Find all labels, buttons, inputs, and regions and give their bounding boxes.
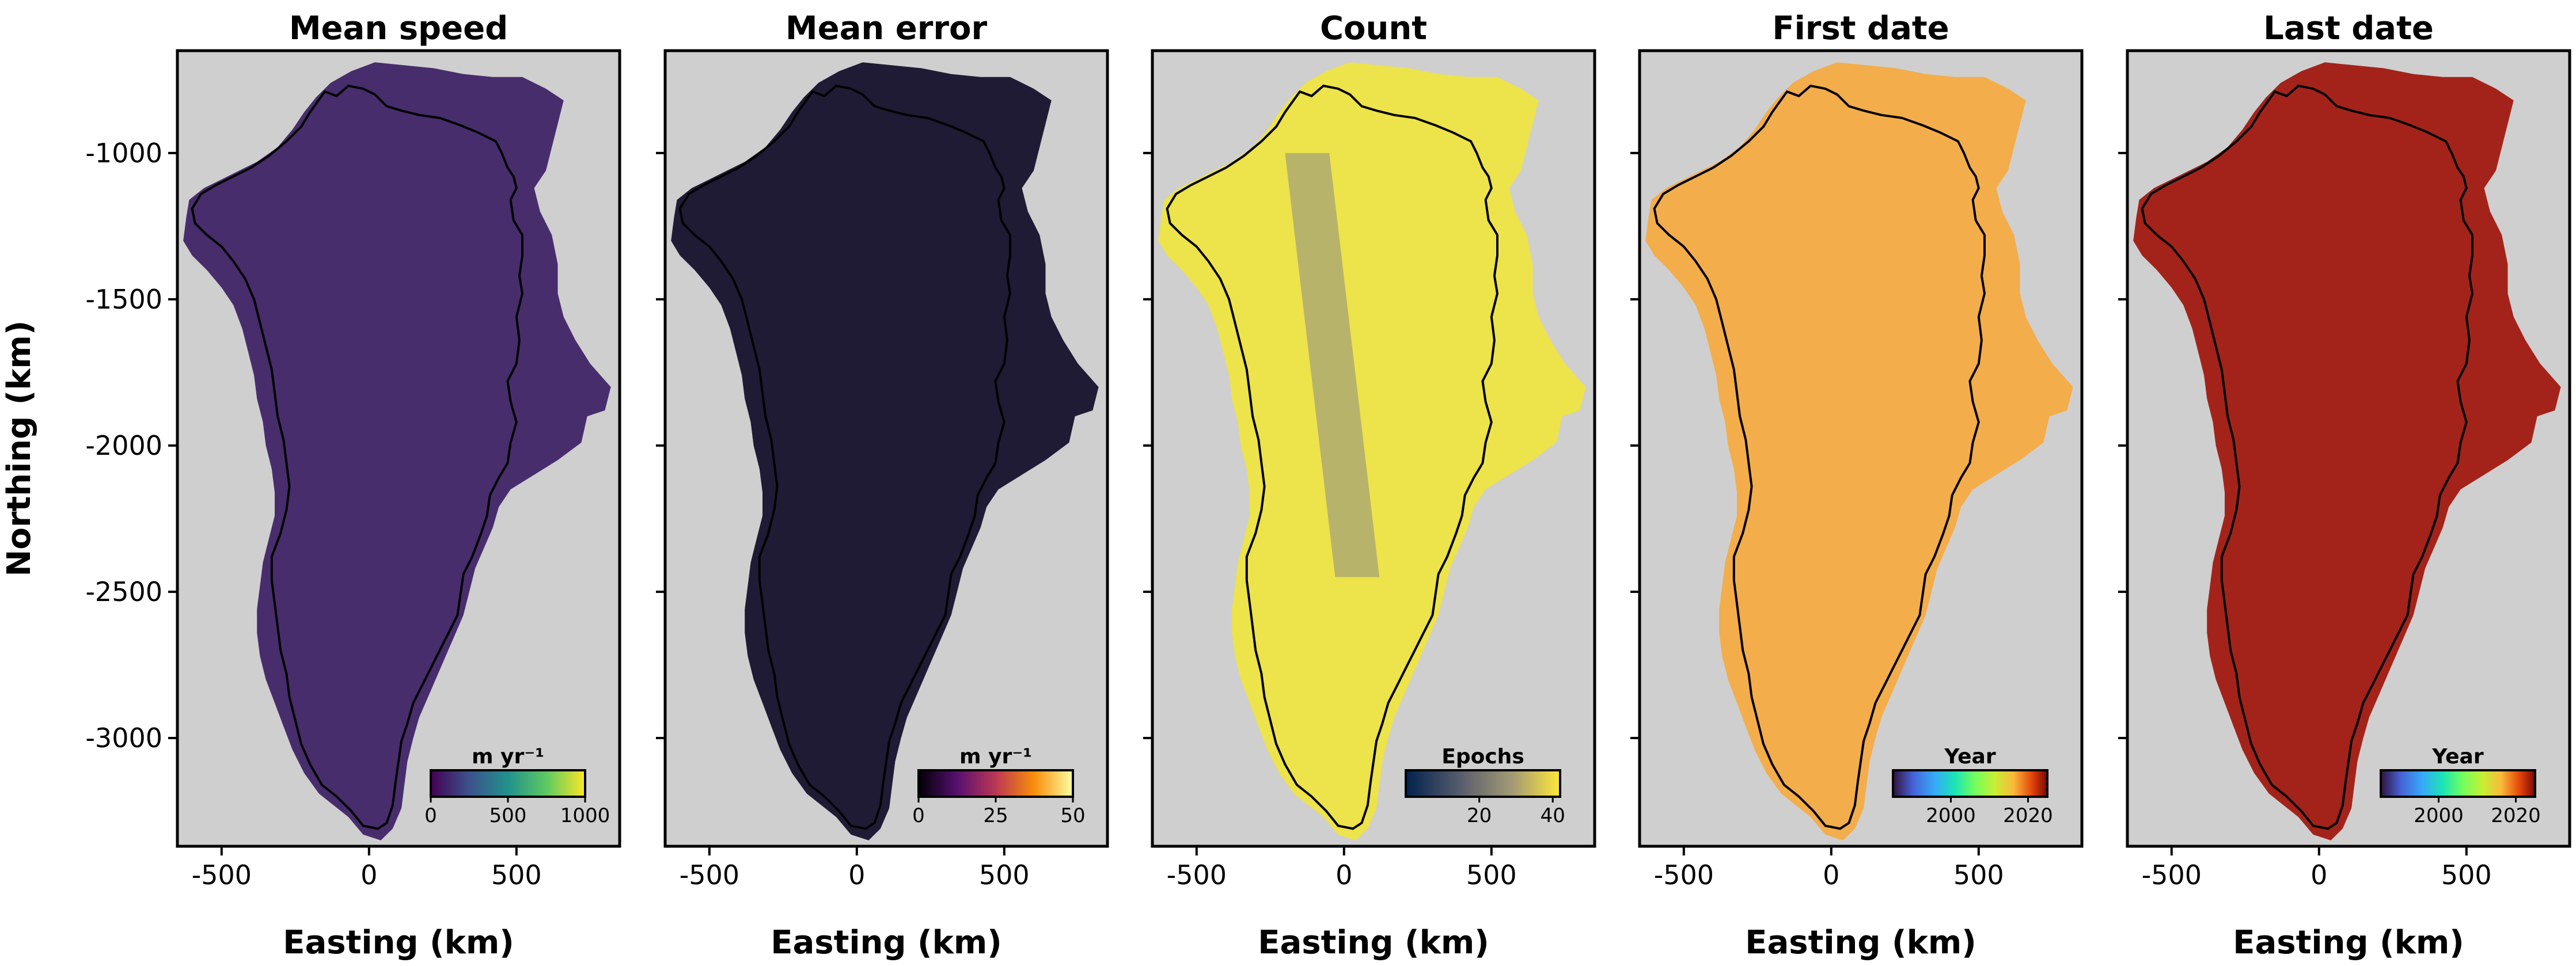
x-tick-label: 500	[491, 859, 542, 891]
colorbar-label: m yr⁻¹	[472, 745, 544, 769]
panel-title: Count	[1320, 10, 1427, 47]
landmass-fill	[1645, 62, 2073, 841]
plot-frame	[663, 49, 1109, 848]
colorbar-tick-label: 1000	[560, 804, 610, 827]
x-axis-label: Easting (km)	[283, 924, 514, 961]
colorbar-gradient	[2380, 769, 2536, 798]
x-tick-label: 0	[848, 859, 865, 891]
x-tick-label: 500	[1953, 859, 2004, 891]
colorbar-gradient	[430, 769, 586, 798]
y-axis-label: Northing (km)	[1, 320, 38, 576]
plot-frame	[1151, 49, 1596, 848]
colorbar: m yr⁻¹ 0 500 1000	[424, 745, 610, 827]
x-axis-label: Easting (km)	[2233, 924, 2464, 961]
y-tick-label: -3000	[85, 722, 162, 754]
ice-sheet-outline	[1166, 84, 1499, 830]
panel-1: Mean speed -500 0 500 Easting (km) -1000 -1500…	[1, 10, 621, 961]
x-tick-label: -500	[1167, 859, 1227, 891]
y-tick-label: -2500	[85, 576, 162, 607]
panel-5: Last date -500 0 500 Easting (km) Year 2000 202…	[2118, 10, 2571, 961]
x-tick-label: 500	[1466, 859, 1517, 891]
landmass-fill	[2133, 62, 2561, 841]
colorbar-gradient	[1405, 769, 1561, 798]
y-tick-label: -1500	[85, 284, 162, 315]
colorbar-gradient	[1892, 769, 2048, 798]
x-tick-label: -500	[1654, 859, 1714, 891]
colorbar-tick-label: 0	[912, 804, 925, 827]
colorbar-tick-label: 500	[490, 804, 527, 827]
colorbar: m yr⁻¹ 0 25 50	[912, 745, 1085, 827]
y-tick-label: -1000	[85, 138, 162, 169]
x-tick-label: 0	[2311, 859, 2327, 891]
colorbar-tick-label: 25	[983, 804, 1008, 827]
x-tick-label: 0	[1823, 859, 1839, 891]
colorbar-tick-label: 2000	[2414, 804, 2464, 827]
panel-2: Mean error -500 0 500 Easting (km) m yr⁻¹ 0 25 5…	[656, 10, 1109, 961]
x-tick-label: 500	[2441, 859, 2492, 891]
x-tick-label: -500	[2142, 859, 2202, 891]
colorbar-label: Epochs	[1441, 745, 1524, 769]
panel-title: Last date	[2263, 10, 2434, 47]
colorbar-tick-label: 40	[1541, 804, 1565, 827]
x-tick-label: -500	[192, 859, 252, 891]
panel-3: Count -500 0 500 Easting (km) Epochs 20 40	[1143, 10, 1596, 961]
landmass-fill	[1158, 62, 1586, 841]
x-axis-label: Easting (km)	[1745, 924, 1976, 961]
x-tick-label: 0	[1336, 859, 1352, 891]
colorbar-tick-label: 2000	[1926, 804, 1976, 827]
landmass-fill	[671, 62, 1099, 841]
colorbar-tick-label: 2020	[2491, 804, 2541, 827]
x-tick-label: 500	[979, 859, 1030, 891]
landmass-fill	[183, 62, 611, 841]
ice-sheet-outline	[1653, 84, 1986, 830]
x-tick-label: -500	[680, 859, 739, 891]
colorbar-tick-label: 2020	[2003, 804, 2053, 827]
panel-4: First date -500 0 500 Easting (km) Year 2000 20…	[1630, 10, 2084, 961]
panel-title: Mean error	[786, 10, 988, 47]
colorbar-label: Year	[2431, 745, 2483, 769]
colorbar: Year 2000 2020	[1892, 745, 2053, 827]
x-axis-label: Easting (km)	[1258, 924, 1489, 961]
colorbar: Epochs 20 40	[1405, 745, 1565, 827]
y-tick-label: -2000	[85, 430, 162, 461]
colorbar-label: Year	[1944, 745, 1995, 769]
panel-title: First date	[1772, 10, 1949, 47]
colorbar: Year 2000 2020	[2380, 745, 2541, 827]
panel-title: Mean speed	[289, 10, 508, 47]
plot-frame	[176, 49, 621, 848]
x-axis-label: Easting (km)	[771, 924, 1002, 961]
ice-sheet-outline	[678, 84, 1012, 830]
ice-sheet-outline	[191, 84, 524, 830]
x-tick-label: 0	[361, 859, 377, 891]
colorbar-tick-label: 20	[1467, 804, 1492, 827]
colorbar-tick-label: 0	[424, 804, 437, 827]
ice-sheet-outline	[2141, 84, 2474, 830]
colorbar-label: m yr⁻¹	[959, 745, 1032, 769]
colorbar-tick-label: 50	[1060, 804, 1085, 827]
colorbar-gradient	[917, 769, 1074, 798]
plot-frame	[1638, 49, 2084, 848]
plot-frame	[2126, 49, 2571, 848]
low-count-band	[1285, 153, 1380, 577]
